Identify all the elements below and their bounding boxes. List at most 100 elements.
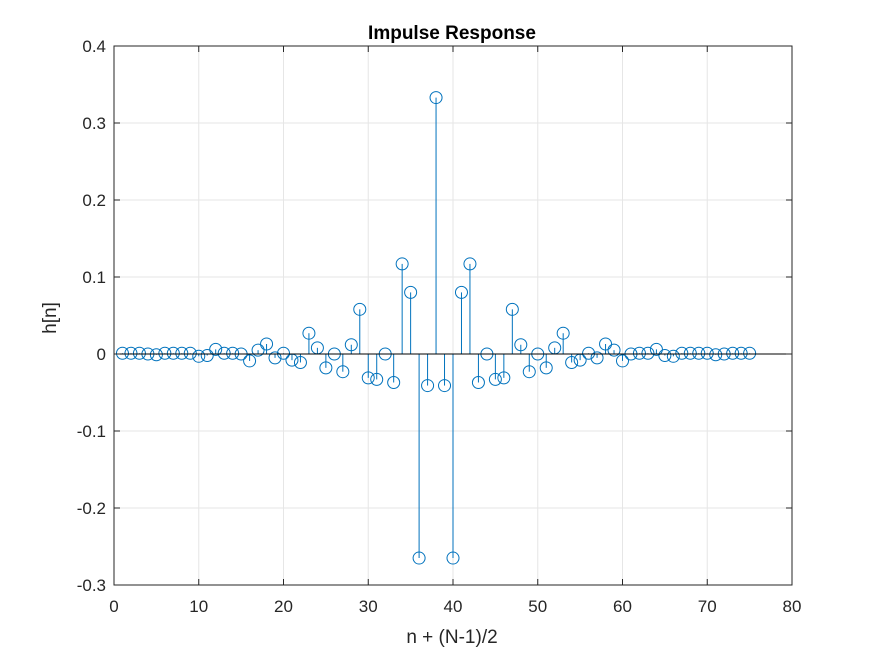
stem-point <box>243 354 257 368</box>
stem-marker <box>344 338 358 352</box>
stem-point <box>446 354 460 565</box>
stem-point <box>658 349 672 363</box>
stem-marker <box>209 342 223 356</box>
stem-marker <box>582 346 596 360</box>
stem-point <box>590 351 604 365</box>
stem-marker <box>438 379 452 393</box>
stem-marker <box>683 346 697 360</box>
y-tick-label: -0.2 <box>77 499 106 518</box>
tick-labels: 0 10 20 30 40 50 60 70 80 -0.3 -0.2 -0.1 0 0.1 0.2 0.3 0… <box>77 37 802 616</box>
y-tick-label: -0.3 <box>77 576 106 595</box>
stem-marker <box>158 346 172 360</box>
y-tick-label: 0.1 <box>82 268 106 287</box>
x-axis-label: n + (N-1)/2 <box>406 627 497 648</box>
stem-point <box>293 354 307 369</box>
stem-point <box>599 337 613 354</box>
stem-point <box>260 337 274 354</box>
stem-point <box>471 354 485 389</box>
stem-point <box>319 354 333 375</box>
chart-title: Impulse Response <box>368 23 536 44</box>
stem-marker <box>607 343 621 357</box>
stem-point <box>387 354 401 389</box>
stem-point <box>497 354 511 385</box>
stem-marker <box>404 285 418 299</box>
stem-point <box>200 349 214 363</box>
stem-point <box>344 338 358 354</box>
stem-point <box>310 341 324 355</box>
stem-marker <box>556 326 570 340</box>
stem-marker <box>649 342 663 356</box>
y-tick-label: 0.4 <box>82 37 106 56</box>
stem-marker <box>514 338 528 352</box>
stem-point <box>488 354 502 386</box>
stem-marker <box>226 346 240 360</box>
stem-point <box>302 326 316 354</box>
stem-marker <box>743 346 757 360</box>
stem-marker <box>268 351 282 365</box>
x-tick-label: 20 <box>274 597 293 616</box>
stem-marker <box>632 346 646 360</box>
stem-marker <box>251 343 265 357</box>
stem-marker <box>471 375 485 389</box>
stem-marker <box>387 375 401 389</box>
stem-point <box>548 341 562 355</box>
stem-marker <box>115 346 129 360</box>
stem-marker <box>175 346 189 360</box>
stem-point <box>454 285 468 354</box>
stem-point <box>421 354 435 393</box>
stem-point <box>463 257 477 354</box>
stem-point <box>209 342 223 356</box>
stem-marker <box>200 349 214 363</box>
stem-point <box>226 346 240 360</box>
stem-marker <box>497 371 511 385</box>
stem-marker <box>590 351 604 365</box>
stem-point <box>336 354 350 379</box>
x-tick-label: 40 <box>444 597 463 616</box>
stem-marker <box>641 346 655 360</box>
stem-point <box>666 349 680 363</box>
stem-point <box>709 348 723 362</box>
x-tick-label: 30 <box>359 597 378 616</box>
stem-point <box>353 302 367 354</box>
x-tick-label: 80 <box>783 597 802 616</box>
stem-marker <box>353 302 367 316</box>
stem-point <box>505 302 519 354</box>
stem-marker <box>565 355 579 369</box>
stem-point <box>556 326 570 354</box>
stem-point <box>429 91 443 354</box>
stem-marker <box>599 337 613 351</box>
stem-marker <box>734 346 748 360</box>
stem-marker <box>217 346 231 360</box>
stem-point <box>412 354 426 565</box>
stem-point <box>514 338 528 354</box>
stem-point <box>132 346 146 360</box>
stem-marker <box>488 372 502 386</box>
stem-marker <box>183 346 197 360</box>
y-tick-label: 0.3 <box>82 114 106 133</box>
x-tick-label: 70 <box>698 597 717 616</box>
stem-point <box>565 354 579 369</box>
stem-marker <box>319 361 333 375</box>
stem-marker <box>370 372 384 386</box>
x-tick-label: 50 <box>528 597 547 616</box>
stem-point <box>183 346 197 360</box>
stem-marker <box>454 285 468 299</box>
stem-marker <box>412 551 426 565</box>
stem-marker <box>421 379 435 393</box>
stem-marker <box>505 302 519 316</box>
y-tick-label: -0.1 <box>77 422 106 441</box>
stem-point <box>539 354 553 375</box>
stem-marker <box>616 354 629 368</box>
stem-marker <box>700 346 714 360</box>
stem-marker <box>192 349 206 363</box>
stems <box>115 91 757 565</box>
stem-point <box>268 351 282 365</box>
stem-marker <box>539 361 553 375</box>
x-tick-label: 60 <box>613 597 632 616</box>
stem-marker <box>666 349 680 363</box>
stem-marker <box>658 349 672 363</box>
stem-marker <box>395 257 409 271</box>
stem-marker <box>361 371 375 385</box>
y-tick-label: 0.2 <box>82 191 106 210</box>
